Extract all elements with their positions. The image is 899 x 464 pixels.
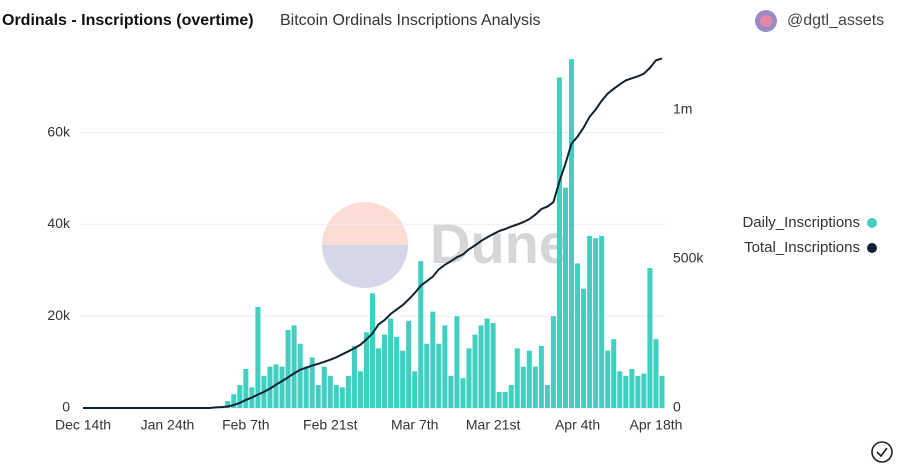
bar (430, 311, 436, 408)
bar (309, 357, 315, 408)
y-tick-label: 0 (62, 399, 70, 415)
bar (472, 334, 478, 408)
bar (653, 339, 659, 408)
bar (369, 293, 376, 408)
bar (273, 364, 279, 408)
bar (647, 268, 653, 408)
y-tick-label: 20k (47, 307, 71, 323)
bar (562, 187, 569, 408)
bar (351, 346, 357, 408)
bar (532, 366, 538, 408)
x-tick-label: Mar 21st (466, 417, 521, 433)
bar (225, 401, 231, 408)
bar (520, 366, 526, 408)
y2-tick-label: 0 (673, 399, 681, 415)
bar (297, 343, 303, 408)
bar (243, 368, 249, 408)
bar (339, 387, 345, 408)
bar (593, 238, 599, 408)
bar (587, 235, 593, 408)
bar (466, 348, 472, 408)
bar (442, 325, 448, 408)
y2-tick-label: 500k (673, 250, 704, 266)
bar (502, 391, 508, 408)
bar (285, 329, 291, 408)
bar (629, 368, 635, 408)
bar (406, 320, 412, 408)
bar (490, 323, 496, 408)
bar (418, 261, 424, 408)
y2-tick-label: 1m (673, 100, 692, 116)
bar (255, 307, 261, 408)
bar (345, 375, 351, 408)
bar (363, 332, 369, 408)
bar (508, 385, 514, 408)
bar (599, 235, 605, 408)
watermark-logo (322, 202, 408, 288)
bar (436, 343, 442, 408)
bar (357, 371, 363, 408)
bar (279, 366, 285, 408)
chart-subtitle: Bitcoin Ordinals Inscriptions Analysis (280, 12, 541, 29)
bar (478, 325, 484, 408)
bar (291, 325, 297, 408)
bar (454, 316, 460, 408)
bar (496, 391, 502, 408)
bar (484, 318, 490, 408)
bar (611, 339, 617, 408)
legend-swatch (867, 218, 877, 228)
bar (623, 375, 629, 408)
bar (321, 366, 327, 408)
bar (303, 366, 309, 408)
bar (394, 336, 400, 408)
bar (538, 346, 544, 408)
bar (514, 348, 520, 408)
bar (641, 373, 647, 408)
bar (659, 375, 665, 408)
bar (556, 77, 562, 409)
bar (575, 263, 581, 408)
bar (635, 375, 641, 408)
bar (617, 371, 623, 408)
bar (412, 371, 418, 408)
bar (333, 385, 339, 408)
bar (569, 59, 575, 409)
x-tick-label: Dec 14th (55, 417, 111, 433)
x-tick-label: Feb 7th (222, 417, 269, 433)
chart-title: Ordinals - Inscriptions (overtime) (2, 12, 254, 29)
bar (460, 378, 466, 408)
y-tick-label: 60k (47, 123, 71, 139)
x-tick-label: Apr 18th (629, 417, 682, 433)
bar (231, 394, 237, 408)
bar (382, 334, 388, 408)
x-tick-label: Apr 4th (555, 417, 600, 433)
bar (550, 316, 556, 408)
bar (526, 350, 532, 408)
x-tick-label: Mar 7th (391, 417, 438, 433)
bar (581, 288, 587, 408)
bar (400, 350, 406, 408)
avatar-inner (760, 15, 772, 27)
legend-label: Daily_Inscriptions (742, 214, 860, 231)
x-tick-label: Jan 24th (141, 417, 195, 433)
bar (605, 350, 611, 408)
x-tick-label: Feb 21st (303, 417, 358, 433)
bar (544, 385, 550, 408)
line (83, 57, 663, 409)
legend-swatch (867, 243, 877, 253)
bar (327, 375, 333, 408)
y-tick-label: 40k (47, 215, 71, 231)
author[interactable]: @dgtl_assets (787, 12, 884, 29)
bar (237, 385, 243, 408)
bar (448, 375, 454, 408)
bar (267, 366, 273, 408)
bar (424, 343, 430, 408)
bar (388, 318, 394, 408)
bar (315, 385, 321, 408)
legend-label: Total_Inscriptions (744, 239, 860, 256)
check-icon[interactable] (871, 441, 893, 463)
watermark: Dune (430, 212, 570, 275)
bar (376, 348, 382, 408)
